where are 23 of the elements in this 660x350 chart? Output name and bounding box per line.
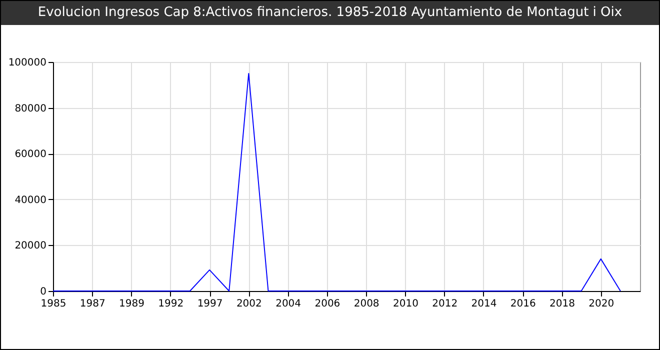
x-tick-label: 2006: [314, 298, 340, 310]
y-tick-label: 40000: [14, 194, 46, 206]
y-tick-label: 100000: [8, 58, 46, 68]
x-tick-label: 2004: [276, 298, 302, 310]
y-tick-label: 20000: [14, 240, 46, 252]
y-tick-label: 60000: [14, 149, 46, 160]
x-tick-label: 2018: [550, 298, 575, 310]
x-tick-label: 2008: [354, 298, 380, 310]
y-tick-label: 0: [40, 286, 46, 298]
x-tick-label: 1989: [119, 298, 144, 310]
x-tick-label: 1987: [80, 298, 106, 310]
x-tick-label: 2014: [471, 298, 497, 310]
x-tick-label: 2002: [236, 298, 262, 310]
x-tick-label: 1997: [197, 298, 223, 310]
chart-title: Evolucion Ingresos Cap 8:Activos financieros. 1985-2018 Ayuntamiento de Montagut i Oix: [1, 1, 659, 25]
line-series: [52, 72, 621, 292]
x-tick-label: 1992: [158, 298, 184, 310]
x-tick-label: 2020: [588, 298, 614, 310]
x-tick-label: 2016: [510, 298, 536, 310]
x-tick-label: 2012: [432, 298, 458, 310]
x-tick-label: 2010: [392, 298, 418, 310]
x-tick-label: 1985: [40, 298, 66, 310]
y-tick-label: 80000: [14, 103, 46, 114]
